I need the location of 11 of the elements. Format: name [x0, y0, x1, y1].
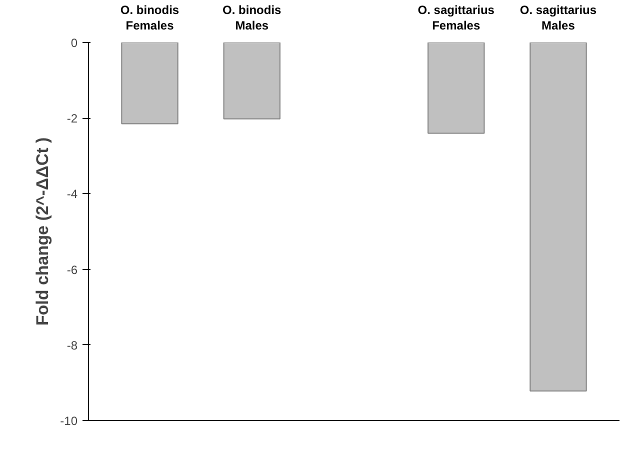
- y-tick-label: 0: [70, 36, 78, 50]
- y-axis-title: Fold change (2^-ΔΔCt ): [33, 137, 52, 326]
- y-tick-label: -2: [66, 112, 78, 126]
- x-tick-label: O. sagittarius Females: [418, 3, 495, 32]
- y-tick-label: -8: [66, 338, 78, 352]
- y-tick-label: -10: [60, 414, 78, 428]
- x-tick-label: O. binodis Females: [120, 3, 180, 32]
- y-tick-label: -4: [66, 187, 78, 202]
- y-tick-label: -6: [66, 262, 78, 277]
- x-tick-label: O. binodis Males: [222, 3, 282, 32]
- x-tick-label: O. sagittarius Males: [520, 3, 597, 32]
